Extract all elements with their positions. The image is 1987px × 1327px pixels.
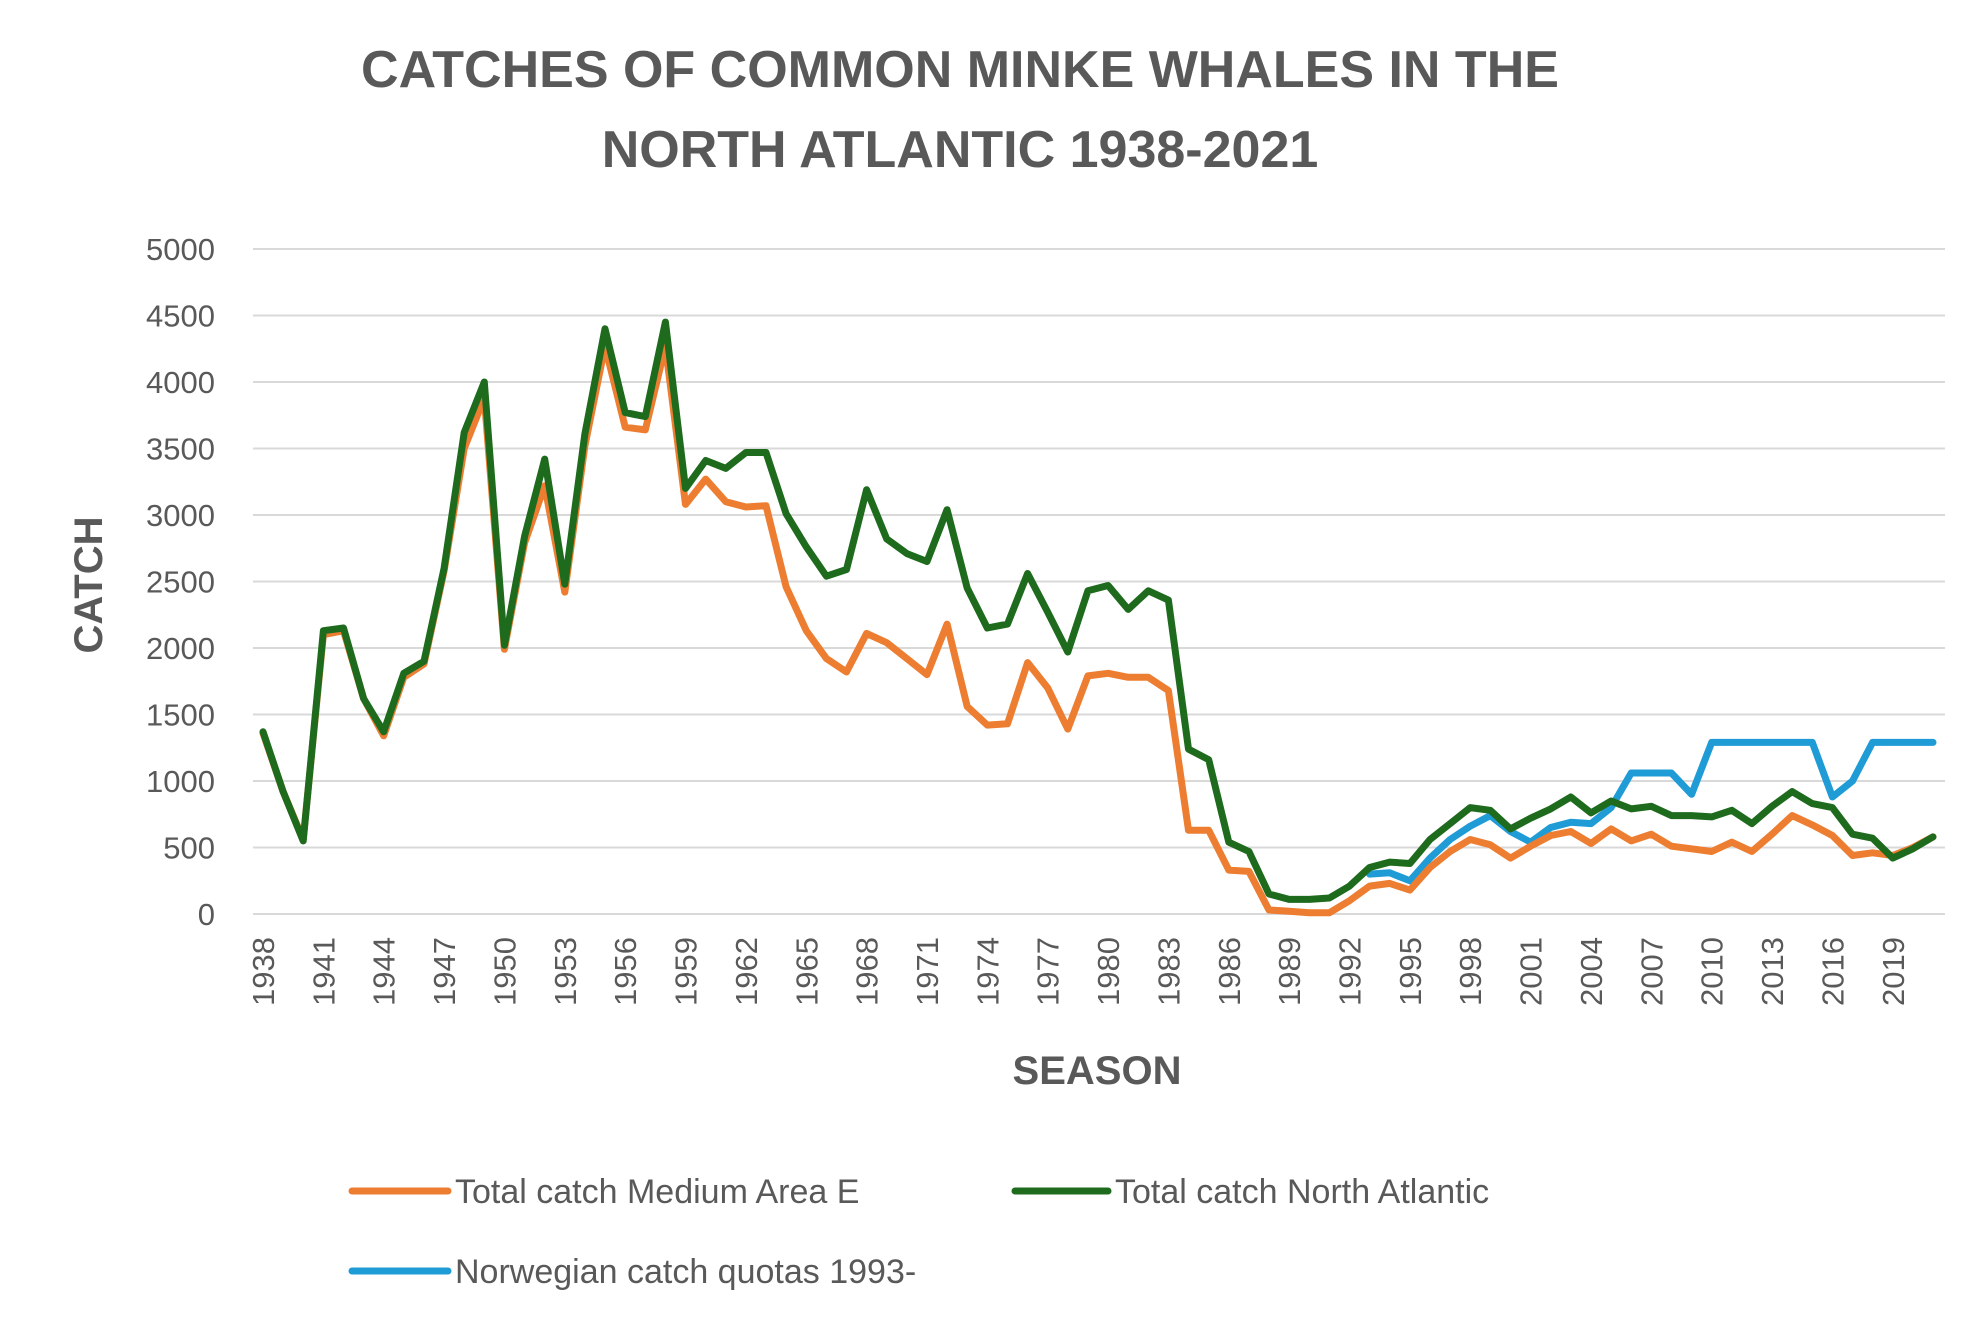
x-axis-title: SEASON — [1013, 1049, 1182, 1093]
x-tick-label: 1998 — [1453, 937, 1488, 1006]
legend-label-0: Total catch Medium Area E — [455, 1173, 859, 1211]
x-tick-label: 2001 — [1514, 937, 1549, 1006]
x-tick-label: 1989 — [1272, 937, 1307, 1006]
series-line-0 — [259, 342, 1937, 917]
x-tick-label: 1941 — [306, 937, 341, 1006]
series-lines — [259, 318, 1937, 917]
x-tick-label: 1980 — [1091, 937, 1126, 1006]
legend-label-2: Norwegian catch quotas 1993- — [455, 1253, 916, 1291]
x-tick-label: 1962 — [729, 937, 764, 1006]
x-tick-label: 2016 — [1815, 937, 1850, 1006]
x-tick-label: 2004 — [1574, 937, 1609, 1006]
x-tick-label: 1995 — [1393, 937, 1428, 1006]
y-tick-label: 3000 — [146, 498, 215, 533]
y-tick-label: 3500 — [146, 432, 215, 467]
y-tick-label: 2500 — [146, 565, 215, 600]
x-tick-label: 2010 — [1695, 937, 1730, 1006]
series-line-2 — [1366, 738, 1937, 885]
x-tick-label: 1956 — [608, 937, 643, 1006]
y-tick-label: 5000 — [146, 232, 215, 267]
x-tick-label: 1965 — [789, 937, 824, 1006]
x-tick-label: 2019 — [1876, 937, 1911, 1006]
x-tick-label: 1953 — [548, 937, 583, 1006]
chart-title-line-1: CATCHES OF COMMON MINKE WHALES IN THE — [361, 41, 1559, 99]
chart-title-line-2: NORTH ATLANTIC 1938-2021 — [602, 121, 1319, 179]
x-tick-label: 1977 — [1031, 937, 1066, 1006]
x-tick-label: 2013 — [1755, 937, 1790, 1006]
y-tick-label: 1000 — [146, 764, 215, 799]
x-tick-label: 1938 — [246, 937, 281, 1006]
x-tick-label: 1971 — [910, 937, 945, 1006]
x-tick-label: 1986 — [1212, 937, 1247, 1006]
legend: Total catch Medium Area E Total catch Nor… — [348, 1173, 1489, 1291]
x-tick-label: 1992 — [1333, 937, 1368, 1006]
y-tick-label: 500 — [163, 831, 215, 866]
series-line-1 — [259, 318, 1937, 903]
y-tick-labels: 0 500 1000 1500 2000 2500 3000 3500 4000 4500 5000 — [146, 232, 215, 932]
y-axis-title: CATCH — [67, 516, 111, 653]
x-tick-label: 1968 — [850, 937, 885, 1006]
x-tick-label: 1944 — [367, 937, 402, 1006]
x-tick-label: 1983 — [1151, 937, 1186, 1006]
x-tick-label: 1950 — [487, 937, 522, 1006]
x-tick-label: 1959 — [669, 937, 704, 1006]
y-tick-label: 4500 — [146, 299, 215, 334]
y-tick-label: 2000 — [146, 631, 215, 666]
y-tick-label: 4000 — [146, 365, 215, 400]
legend-label-1: Total catch North Atlantic — [1115, 1173, 1489, 1211]
y-tick-label: 1500 — [146, 698, 215, 733]
x-tick-labels: 1938 1941 1944 1947 1950 1953 1956 1959 1962 1965… — [246, 937, 1911, 1006]
x-tick-label: 1974 — [970, 937, 1005, 1006]
x-tick-label: 2007 — [1634, 937, 1669, 1006]
x-tick-label: 1947 — [427, 937, 462, 1006]
y-tick-label: 0 — [198, 897, 215, 932]
